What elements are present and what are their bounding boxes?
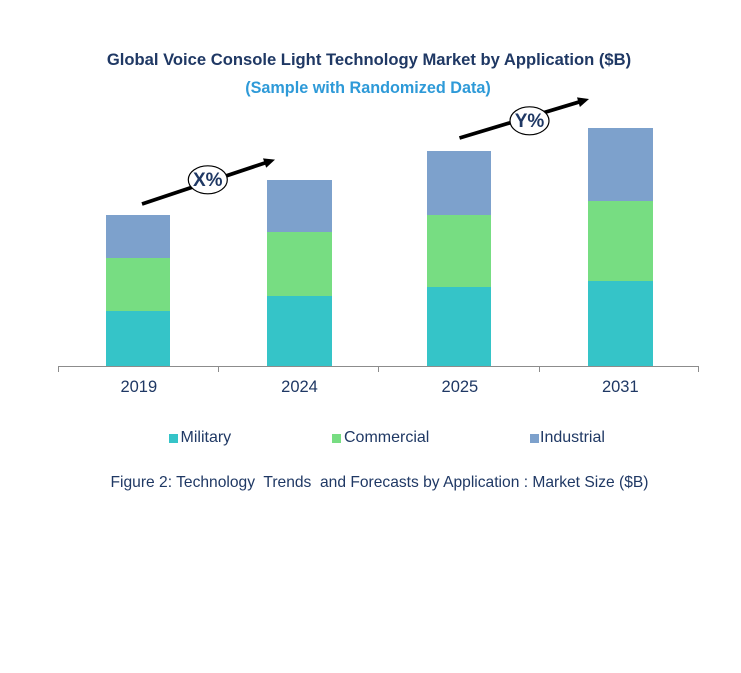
- svg-text:X%: X%: [193, 170, 223, 191]
- svg-text:Y%: Y%: [515, 111, 545, 132]
